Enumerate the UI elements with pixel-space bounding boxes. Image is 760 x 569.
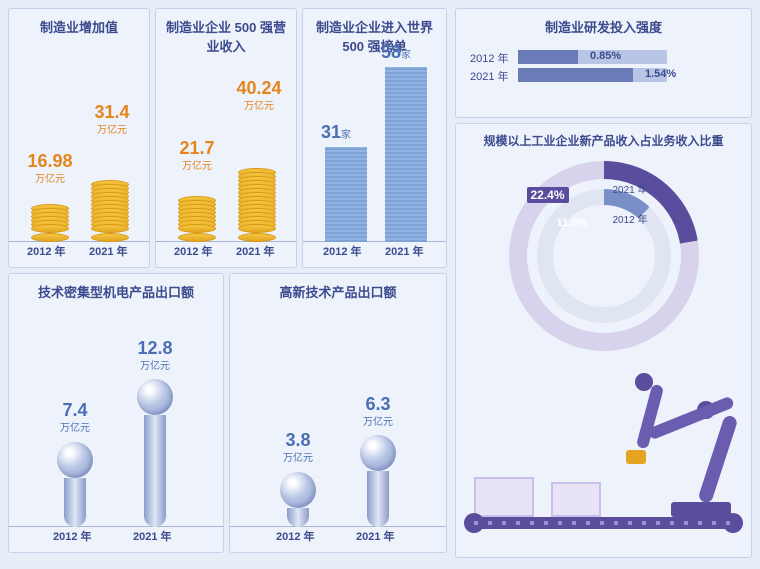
year-label: 2021 年 (236, 243, 275, 259)
panel-hitech-exports: 高新技术产品出口额 3.8万亿元 6.3万亿元 2012 年 2021 年 (229, 273, 447, 553)
coin-stack-2012 (31, 209, 69, 242)
panel-title: 制造业研发投入强度 (456, 9, 751, 40)
bar-2012 (325, 147, 367, 242)
value-2012: 31家 (321, 123, 371, 143)
panel-title: 规模以上工业企业新产品收入占业务收入比重 (456, 124, 751, 153)
year-label: 2012 年 (470, 50, 509, 66)
donut-inner-value: 11.9% (557, 217, 588, 229)
value-2012: 21.7万亿元 (168, 139, 226, 172)
panel-title: 技术密集型机电产品出口额 (9, 274, 223, 305)
value-2012: 16.98万亿元 (21, 152, 79, 185)
coin-stack-2021 (238, 173, 276, 242)
panel-top500-revenue: 制造业企业 500 强营业收入 21.7万亿元 40.24万亿元 2012 年 … (155, 8, 297, 268)
year-label: 2021 年 (133, 528, 172, 544)
donut-chart: 22.4% 11.9% 2021 年 2012 年 (509, 161, 699, 351)
year-label: 2021 年 (470, 68, 509, 84)
pin-2021 (137, 379, 173, 527)
value-2021: 31.4万亿元 (83, 103, 141, 136)
pin-2012 (57, 442, 93, 527)
panel-new-product-revenue: 规模以上工业企业新产品收入占业务收入比重 22.4% 11.9% 2021 年 … (455, 123, 752, 558)
bar-2021 (385, 67, 427, 242)
year-label: 2012 年 (174, 243, 213, 259)
value-2021: 40.24万亿元 (230, 79, 288, 112)
year-label: 2012 年 (27, 243, 66, 259)
value-2021: 6.3万亿元 (350, 395, 406, 428)
pin-2021 (360, 435, 396, 527)
panel-rd-intensity: 制造业研发投入强度 2012 年 0.85% 2021 年 1.54% (455, 8, 752, 118)
hbar-2012: 2012 年 0.85% (470, 50, 737, 64)
robot-illustration (456, 479, 751, 539)
value-2021: 58家 (381, 43, 431, 63)
value-2012: 3.8万亿元 (270, 431, 326, 464)
year-label: 2021 年 (385, 243, 424, 259)
pin-2012 (280, 472, 316, 527)
donut-inner-year: 2012 年 (613, 211, 648, 226)
donut-outer-value: 22.4% (527, 187, 569, 203)
value-2012: 7.4万亿元 (47, 401, 103, 434)
panel-title: 制造业企业 500 强营业收入 (156, 9, 296, 59)
coin-stack-2021 (91, 185, 129, 242)
year-label: 2012 年 (53, 528, 92, 544)
value-2021: 12.8万亿元 (127, 339, 183, 372)
panel-mech-exports: 技术密集型机电产品出口额 7.4万亿元 12.8万亿元 2012 年 2021 … (8, 273, 224, 553)
panel-title: 制造业增加值 (9, 9, 149, 40)
donut-outer-year: 2021 年 (613, 181, 648, 196)
year-label: 2021 年 (356, 528, 395, 544)
coin-stack-2012 (178, 201, 216, 242)
year-label: 2012 年 (323, 243, 362, 259)
hbar-2021: 2021 年 1.54% (470, 68, 737, 82)
panel-added-value: 制造业增加值 16.98万亿元 31.4万亿元 #p1 .coinstack{b… (8, 8, 150, 268)
value-label: 0.85% (590, 50, 621, 62)
panel-title: 高新技术产品出口额 (230, 274, 446, 305)
year-label: 2012 年 (276, 528, 315, 544)
panel-world500: 制造业企业进入世界 500 强榜单 31家 58家 2012 年 2021 年 (302, 8, 447, 268)
value-label: 1.54% (645, 68, 676, 80)
year-label: 2021 年 (89, 243, 128, 259)
